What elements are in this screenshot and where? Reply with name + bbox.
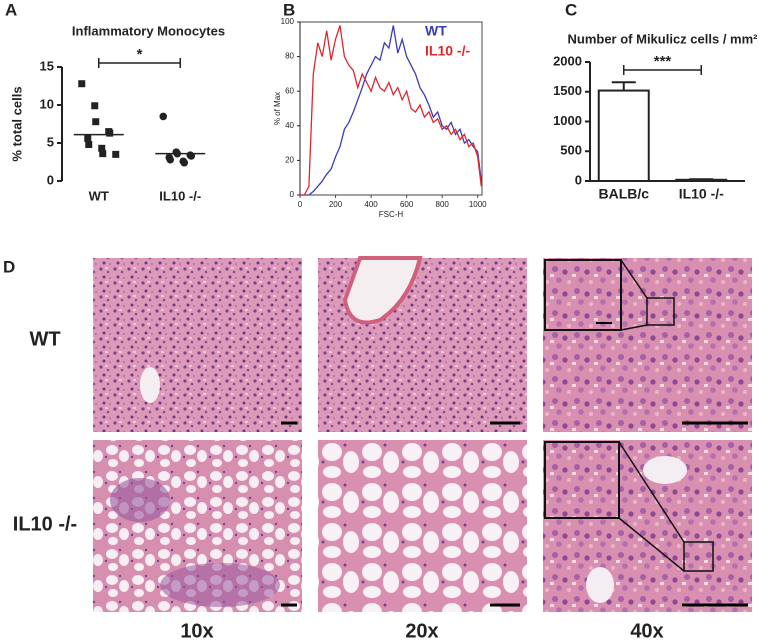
column-label: 20x: [405, 620, 438, 642]
tissue-patch: [160, 563, 280, 607]
y-tick-label: 80: [285, 52, 294, 61]
row-label: IL10 -/-: [13, 513, 77, 535]
y-axis-label: % of Max: [273, 92, 282, 125]
micrograph: [318, 440, 527, 612]
tissue-patch: [110, 478, 170, 522]
legend-entry: IL10 -/-: [425, 43, 470, 59]
significance-label: *: [137, 46, 143, 63]
panel-label: B: [283, 0, 295, 19]
inset: [544, 441, 620, 519]
y-tick-label: 100: [281, 17, 295, 26]
chart-title: Number of Mikulicz cells / mm²: [568, 31, 759, 46]
inset-line: [618, 517, 685, 572]
micrograph-grid: [93, 256, 752, 612]
significance-label: ***: [654, 53, 672, 70]
series-line: [300, 25, 482, 196]
x-axis-label: FSC-H: [379, 210, 404, 219]
y-tick-label: 20: [285, 156, 294, 165]
y-tick-label: 500: [560, 143, 582, 158]
y-tick-label: 0: [575, 172, 582, 187]
data-point: [99, 150, 107, 158]
y-tick-label: 0: [47, 172, 54, 187]
airspace: [643, 456, 687, 484]
x-tick-label: 400: [364, 200, 378, 209]
data-point: [98, 144, 106, 152]
data-point: [159, 112, 168, 121]
legend-entry: WT: [425, 23, 447, 39]
column-label: 40x: [630, 620, 663, 642]
data-point: [91, 102, 99, 110]
y-tick-label: 10: [40, 96, 54, 111]
vessel: [140, 367, 160, 403]
bar: [597, 89, 650, 182]
inset-box: [683, 541, 714, 572]
vessel: [342, 256, 423, 325]
data-point: [166, 155, 175, 164]
series-line: [300, 25, 482, 196]
x-tick-label: 0: [298, 200, 303, 209]
x-tick-label: WT: [89, 188, 109, 203]
data-point: [85, 141, 93, 149]
inset: [544, 259, 622, 331]
bar: [675, 178, 728, 182]
y-axis-label: % total cells: [9, 86, 24, 161]
y-tick-label: 40: [285, 121, 294, 130]
x-tick-label: 800: [436, 200, 450, 209]
inset-box: [646, 297, 675, 326]
data-point: [78, 80, 86, 88]
y-tick-label: 15: [40, 58, 54, 73]
airspace: [586, 567, 614, 603]
chart-title: Inflammatory Monocytes: [72, 23, 225, 38]
y-tick-label: 0: [290, 190, 295, 199]
inset-line: [618, 441, 685, 543]
data-point: [180, 158, 189, 167]
panel-label: C: [565, 0, 577, 19]
y-tick-label: 1000: [553, 113, 582, 128]
x-tick-label: IL10 -/-: [679, 186, 724, 202]
x-tick-label: 600: [400, 200, 414, 209]
panel-label: A: [5, 0, 17, 19]
panel-label: D: [3, 257, 15, 276]
row-label: WT: [29, 328, 60, 350]
micrograph: [93, 258, 302, 432]
x-tick-label: BALB/c: [598, 186, 649, 202]
y-tick-label: 1500: [553, 83, 582, 98]
x-tick-label: IL10 -/-: [159, 188, 201, 203]
x-tick-label: 200: [329, 200, 343, 209]
data-point: [106, 129, 114, 137]
data-point: [92, 118, 100, 126]
x-tick-label: 1000: [469, 200, 487, 209]
y-tick-label: 60: [285, 86, 294, 95]
column-label: 10x: [180, 620, 213, 642]
data-point: [84, 134, 92, 142]
y-tick-label: 5: [47, 134, 54, 149]
data-point: [112, 150, 120, 158]
inset-line: [620, 259, 648, 299]
y-tick-label: 2000: [553, 53, 582, 68]
inset-line: [620, 324, 648, 331]
